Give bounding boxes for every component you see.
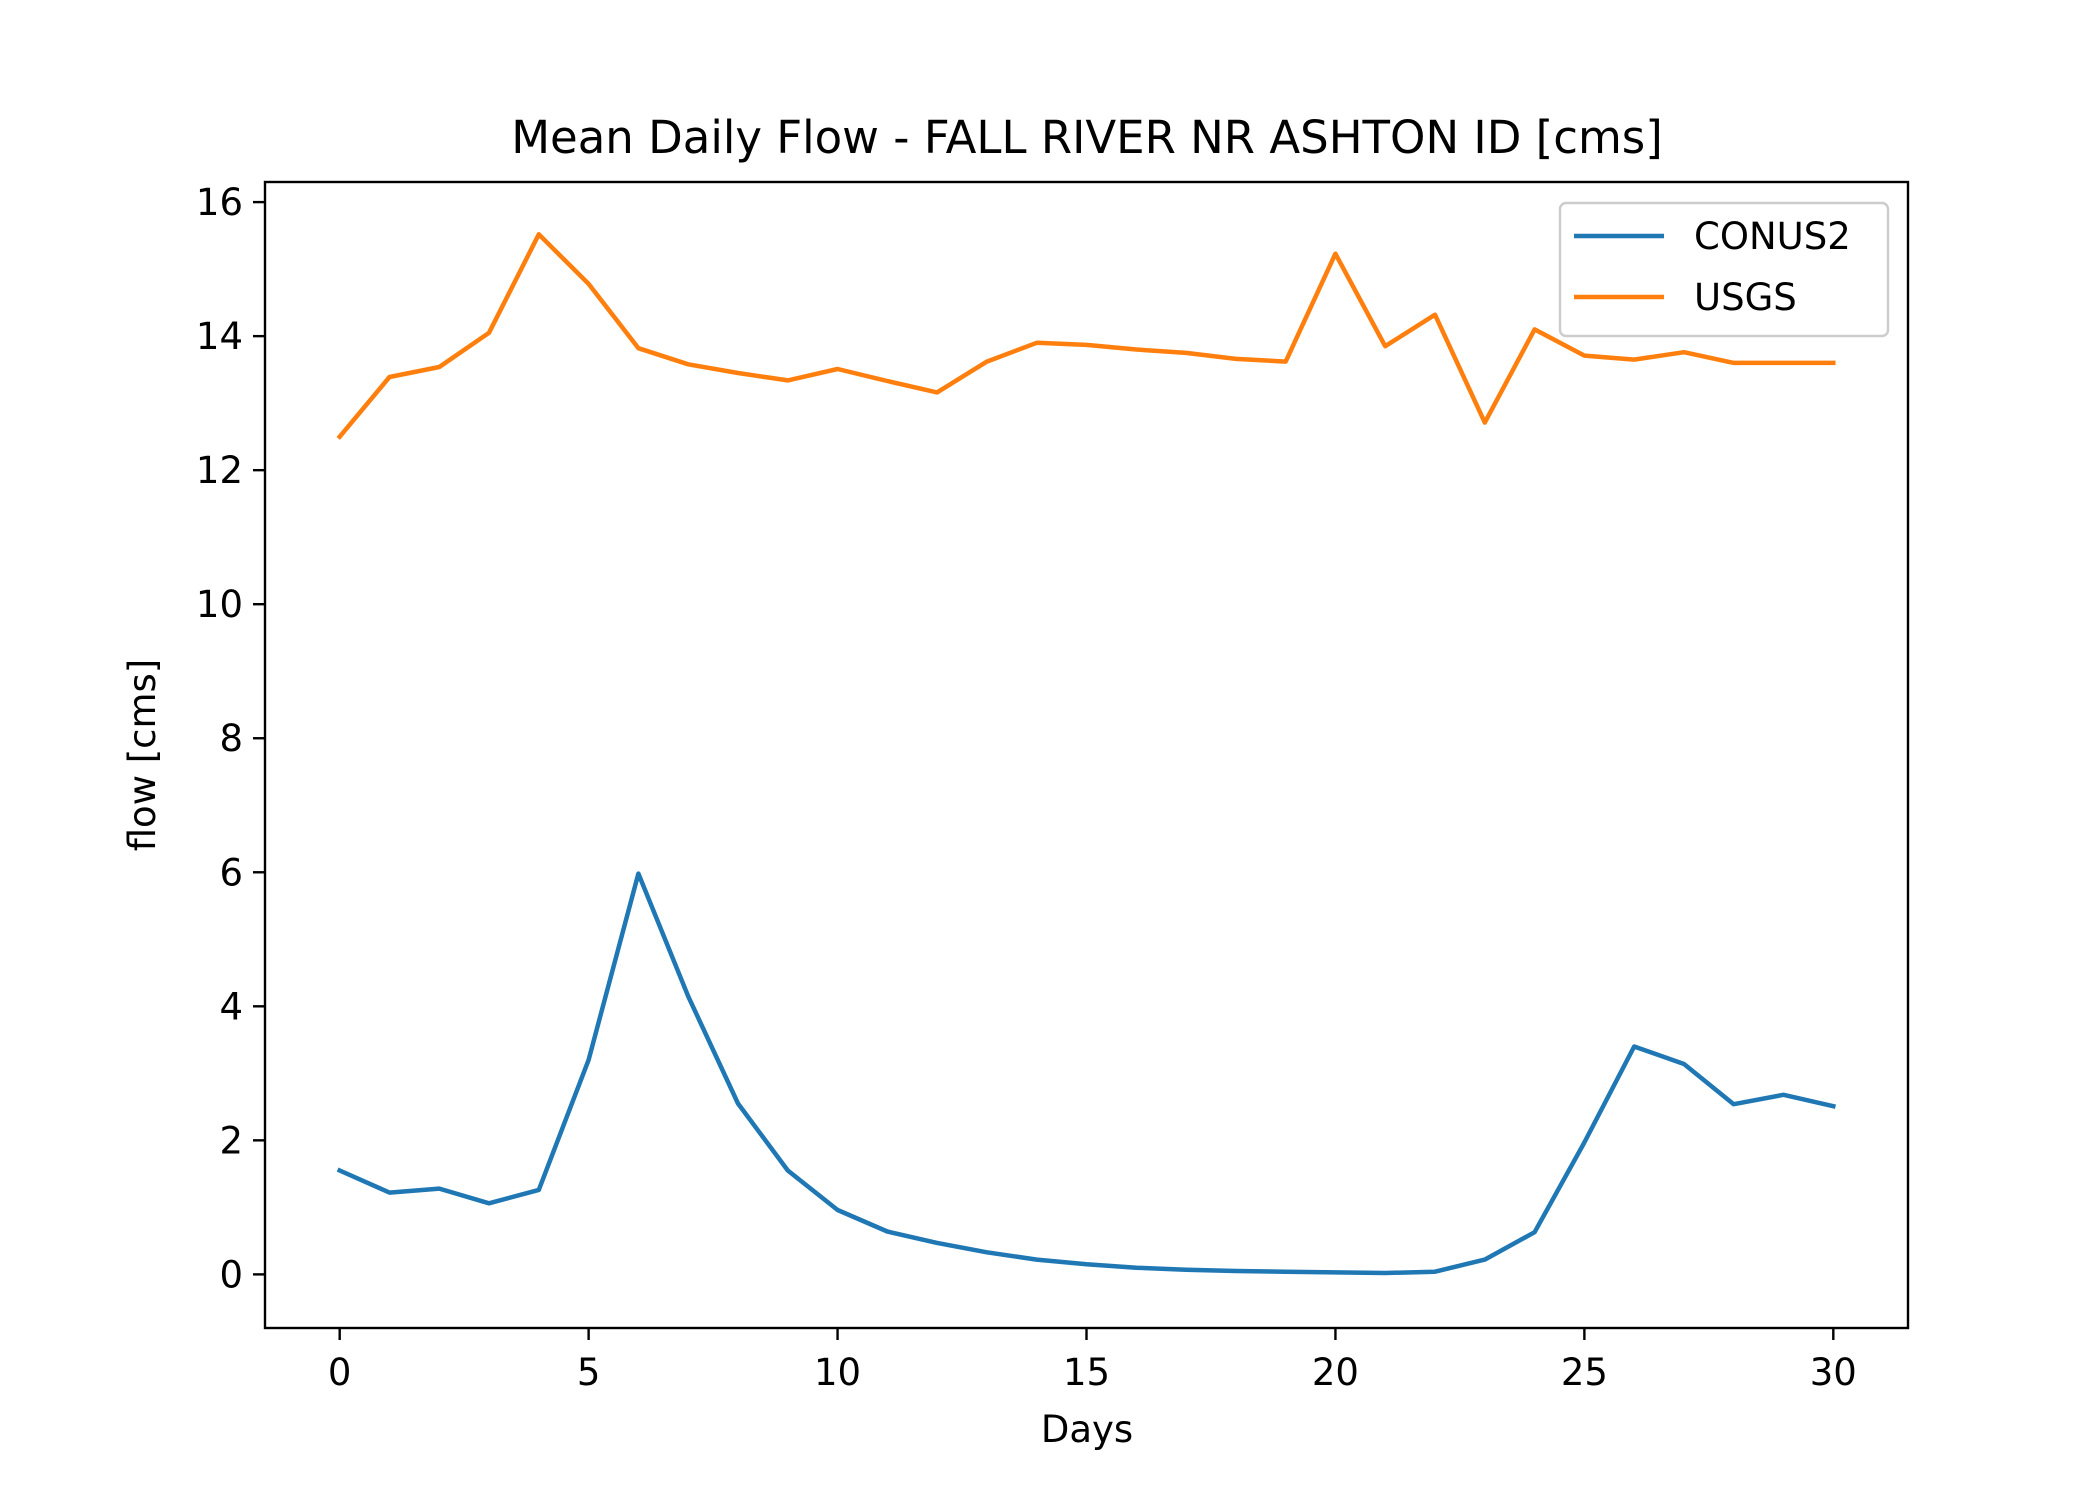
series-line-conus2	[336, 871, 1836, 1276]
y-tick-label-10: 10	[196, 583, 243, 626]
x-tick-label-15: 15	[1063, 1351, 1110, 1394]
legend-label-usgs: USGS	[1694, 276, 1797, 319]
y-tick-label-14: 14	[196, 315, 243, 358]
x-tick-label-30: 30	[1810, 1351, 1857, 1394]
series-line-usgs	[336, 232, 1836, 440]
y-tick-label-4: 4	[219, 985, 243, 1028]
tick-layer: 0 5 10 15 20 25 30 0 2 4 6 8 10 12 14 16	[196, 181, 1857, 1394]
series-layer	[336, 232, 1836, 1276]
legend-label-conus2: CONUS2	[1694, 215, 1851, 258]
plot-frame	[263, 180, 1910, 1330]
x-tick-label-0: 0	[328, 1351, 352, 1394]
legend: CONUS2 USGS	[1558, 201, 1890, 338]
x-tick-label-25: 25	[1561, 1351, 1608, 1394]
x-axis-label: Days	[1041, 1408, 1133, 1451]
y-tick-label-0: 0	[219, 1253, 243, 1296]
y-tick-label-16: 16	[196, 181, 243, 224]
y-tick-label-12: 12	[196, 449, 243, 492]
x-tick-label-5: 5	[577, 1351, 601, 1394]
y-tick-label-6: 6	[219, 851, 243, 894]
x-tick-label-10: 10	[814, 1351, 861, 1394]
y-tick-label-2: 2	[219, 1119, 243, 1162]
chart-title: Mean Daily Flow - FALL RIVER NR ASHTON I…	[511, 111, 1663, 164]
x-tick-label-20: 20	[1312, 1351, 1359, 1394]
y-tick-label-8: 8	[219, 717, 243, 760]
y-axis-label: flow [cms]	[121, 659, 164, 852]
